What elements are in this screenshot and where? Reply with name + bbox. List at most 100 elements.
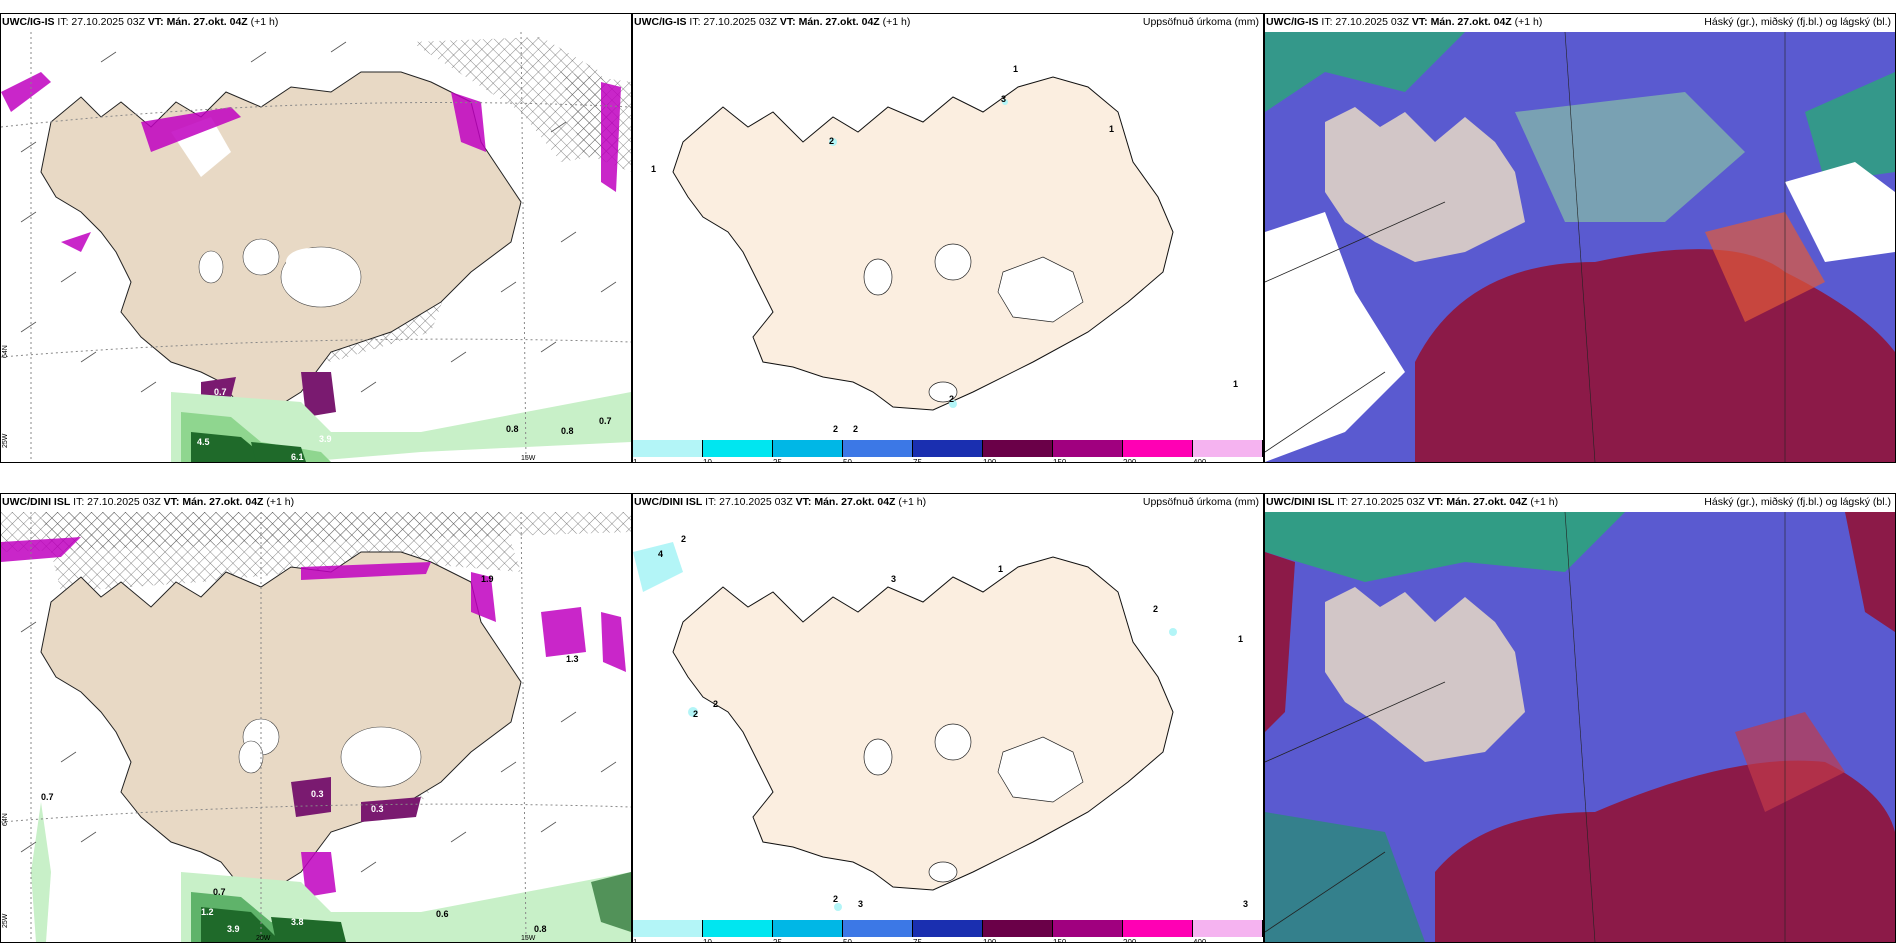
precip-label: 1 xyxy=(651,164,656,174)
lon-label: 25W xyxy=(2,913,9,928)
precip-label: 2 xyxy=(949,394,954,404)
model-name: UWC/DINI ISL xyxy=(634,496,703,508)
precip-label: 3 xyxy=(1243,899,1248,909)
wind-label: 0.3 xyxy=(371,804,384,814)
init-time: IT: 27.10.2025 03Z xyxy=(57,16,145,28)
wind-label: 0.8 xyxy=(534,924,547,934)
colorbar-segment xyxy=(1193,440,1263,457)
valid-time: VT: Mán. 27.okt. 04Z xyxy=(1411,16,1512,28)
panel-title: Háský (gr.), miðský (fj.bl.) og lágský (… xyxy=(1704,16,1891,28)
panel-header: UWC/IG-IS IT: 27.10.2025 03Z VT: Mán. 27… xyxy=(634,14,1259,30)
panel-row1-precip: UWC/IG-IS IT: 27.10.2025 03Z VT: Mán. 27… xyxy=(632,13,1264,463)
colorbar-segment xyxy=(1123,440,1193,457)
panel-header: UWC/DINI ISL IT: 27.10.2025 03Z VT: Mán.… xyxy=(634,494,1259,510)
cloud-map xyxy=(1265,32,1895,462)
precip-label: 1 xyxy=(1013,64,1018,74)
panel-row2-precip: UWC/DINI ISL IT: 27.10.2025 03Z VT: Mán.… xyxy=(632,493,1264,943)
precip-map: 2 4 3 1 2 1 2 2 2 3 3 xyxy=(633,512,1263,922)
lead-time: (+1 h) xyxy=(882,16,911,28)
colorbar-tick: 25 xyxy=(773,938,782,943)
wind-label: 3.9 xyxy=(227,924,240,934)
panel-row2-wind: UWC/DINI ISL IT: 27.10.2025 03Z VT: Mán.… xyxy=(0,493,632,943)
precip-label: 1 xyxy=(998,564,1003,574)
colorbar-tick: 150 xyxy=(1053,458,1067,463)
colorbar-tick: 200 xyxy=(1123,458,1137,463)
model-name: UWC/DINI ISL xyxy=(2,496,71,508)
colorbar-segment xyxy=(843,920,913,937)
wind-label: 0.3 xyxy=(311,789,324,799)
colorbar-segment xyxy=(703,440,773,457)
colorbar-tick: 100 xyxy=(983,458,997,463)
panel-title: Háský (gr.), miðský (fj.bl.) og lágský (… xyxy=(1704,496,1891,508)
precip-label: 3 xyxy=(1001,94,1006,104)
wind-label: 0.8 xyxy=(561,426,574,436)
init-time: IT: 27.10.2025 03Z xyxy=(73,496,161,508)
precip-label: 1 xyxy=(1109,124,1114,134)
model-name: UWC/DINI ISL xyxy=(1266,496,1335,508)
init-time: IT: 27.10.2025 03Z xyxy=(1337,496,1425,508)
wind-label: 0.6 xyxy=(436,909,449,919)
wind-label: 3.9 xyxy=(319,434,332,444)
precip-label: 2 xyxy=(693,709,698,719)
precip-label: 1 xyxy=(1238,634,1243,644)
wind-label: 0.7 xyxy=(214,387,227,397)
colorbar-tick: 400 xyxy=(1193,938,1207,943)
panel-header: UWC/DINI ISL IT: 27.10.2025 03Z VT: Mán.… xyxy=(2,494,627,510)
colorbar-tick: 75 xyxy=(913,938,922,943)
precip-label: 3 xyxy=(891,574,896,584)
panel-header: UWC/IG-IS IT: 27.10.2025 03Z VT: Mán. 27… xyxy=(2,14,627,30)
wind-label: 0.7 xyxy=(41,792,54,802)
panel-header: UWC/IG-IS IT: 27.10.2025 03Z VT: Mán. 27… xyxy=(1266,14,1891,30)
colorbar-segment xyxy=(773,440,843,457)
precip-label: 1 xyxy=(1233,379,1238,389)
colorbar-segment xyxy=(1193,920,1263,937)
cloud-map xyxy=(1265,512,1895,942)
lon-label: 20W xyxy=(256,935,271,942)
colorbar-segment xyxy=(983,920,1053,937)
lead-time: (+1 h) xyxy=(1530,496,1559,508)
panel-header: UWC/DINI ISL IT: 27.10.2025 03Z VT: Mán.… xyxy=(1266,494,1891,510)
wind-label: 0.7 xyxy=(599,416,612,426)
colorbar-segment xyxy=(1123,920,1193,937)
colorbar-segment xyxy=(633,920,703,937)
colorbar-segment xyxy=(773,920,843,937)
colorbar-segment xyxy=(913,920,983,937)
precip-label: 4 xyxy=(658,549,663,559)
colorbar-tick: 10 xyxy=(703,938,712,943)
colorbar-segment xyxy=(913,440,983,457)
colorbar-segment xyxy=(843,440,913,457)
lead-time: (+1 h) xyxy=(1514,16,1543,28)
colorbar-tick: 150 xyxy=(1053,938,1067,943)
valid-time: VT: Mán. 27.okt. 04Z xyxy=(779,16,880,28)
init-time: IT: 27.10.2025 03Z xyxy=(689,16,777,28)
panel-title: Uppsöfnuð úrkoma (mm) xyxy=(1142,496,1259,508)
panel-row1-clouds: UWC/IG-IS IT: 27.10.2025 03Z VT: Mán. 27… xyxy=(1264,13,1896,463)
init-time: IT: 27.10.2025 03Z xyxy=(705,496,793,508)
lon-label: 15W xyxy=(521,935,536,942)
precip-colorbar: 1 10 25 50 75 100 150 200 400 xyxy=(633,440,1263,462)
precip-label: 2 xyxy=(681,534,686,544)
lead-time: (+1 h) xyxy=(898,496,927,508)
lon-label: 25W xyxy=(2,433,9,448)
panel-row1-wind: UWC/IG-IS IT: 27.10.2025 03Z VT: Mán. 27… xyxy=(0,13,632,463)
model-name: UWC/IG-IS xyxy=(634,16,687,28)
wind-map: 0.7 0.7 0.6 0.8 3.9 1.2 3.8 1.9 1.3 0.3 … xyxy=(1,512,631,942)
colorbar-segment xyxy=(703,920,773,937)
precip-map: 1 3 2 1 1 1 2 2 2 xyxy=(633,32,1263,442)
wind-label: 1.2 xyxy=(201,907,214,917)
valid-time: VT: Mán. 27.okt. 04Z xyxy=(163,496,264,508)
colorbar-tick: 50 xyxy=(843,938,852,943)
iceland-landmass xyxy=(672,76,1174,411)
wind-label: 3.8 xyxy=(291,917,304,927)
panel-title: Uppsöfnuð úrkoma (mm) xyxy=(1142,16,1259,28)
colorbar-tick: 75 xyxy=(913,458,922,463)
precip-label: 2 xyxy=(853,424,858,434)
colorbar-tick: 1 xyxy=(633,458,638,463)
precip-label: 2 xyxy=(833,894,838,904)
wind-label: 4.5 xyxy=(197,437,210,447)
colorbar-segment xyxy=(1053,920,1123,937)
valid-time: VT: Mán. 27.okt. 04Z xyxy=(147,16,248,28)
wind-label: 0.8 xyxy=(506,424,519,434)
lat-label: 64N xyxy=(2,345,9,358)
panel-row2-clouds: UWC/DINI ISL IT: 27.10.2025 03Z VT: Mán.… xyxy=(1264,493,1896,943)
